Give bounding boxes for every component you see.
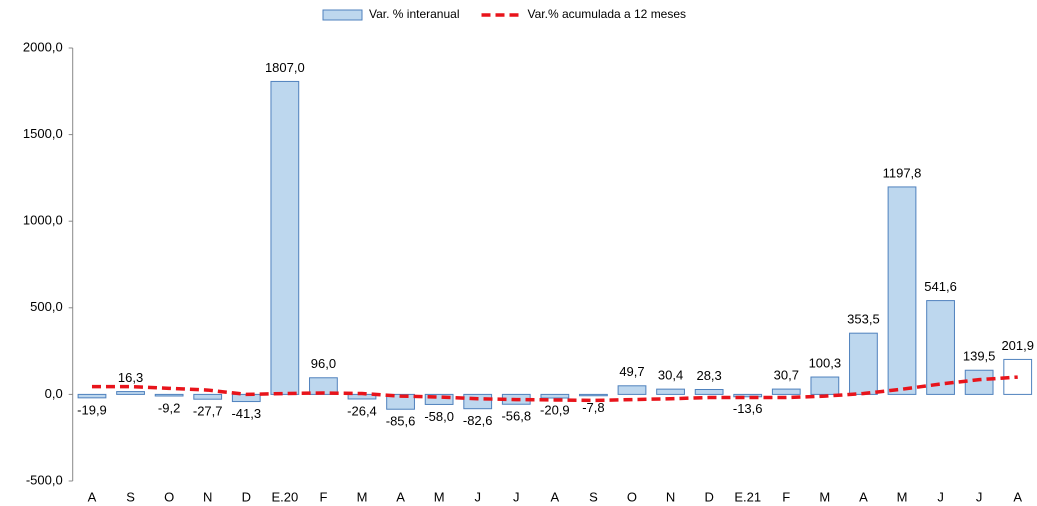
bar [617, 385, 647, 395]
x-tick-label: J [474, 489, 481, 504]
y-tick-label: 2000,0 [23, 39, 63, 54]
value-label: 100,3 [809, 355, 842, 370]
bar [926, 300, 955, 395]
x-tick-label: S [589, 489, 598, 504]
x-tick-label: M [897, 489, 908, 504]
x-tick-label: A [396, 489, 405, 504]
x-tick-label: J [513, 489, 520, 504]
bar [579, 393, 608, 397]
legend-swatch [322, 9, 363, 21]
bar [810, 376, 840, 395]
value-label: 1807,0 [265, 60, 305, 75]
value-label: 30,4 [658, 368, 683, 383]
value-label: -7,8 [582, 400, 604, 415]
x-tick-label: O [164, 489, 174, 504]
value-label: -26,4 [347, 403, 377, 418]
value-label: -41,3 [231, 406, 261, 421]
x-tick-label: A [859, 489, 868, 504]
y-tick-label: 1500,0 [23, 126, 63, 141]
bar [154, 393, 184, 397]
bar [116, 391, 145, 395]
x-tick-label: N [203, 489, 212, 504]
x-tick-label: O [627, 489, 637, 504]
y-tick-label: 1000,0 [23, 213, 63, 228]
value-label: -20,9 [540, 402, 570, 417]
value-label: 96,0 [311, 356, 336, 371]
value-label: 541,6 [924, 279, 957, 294]
value-label: 353,5 [847, 312, 880, 327]
bar [424, 393, 454, 405]
y-tick-label: 500,0 [30, 299, 63, 314]
x-tick-label: D [242, 489, 251, 504]
bar [77, 393, 107, 399]
x-tick-label: S [126, 489, 135, 504]
bar [849, 332, 878, 395]
x-tick-label: F [782, 489, 790, 504]
x-tick-label: E.21 [734, 489, 761, 504]
value-label: -82,6 [463, 413, 493, 428]
y-tick-label: -500,0 [26, 472, 63, 487]
bar [733, 393, 763, 398]
value-label: -58,0 [424, 409, 454, 424]
value-label: -13,6 [733, 401, 763, 416]
value-label: 1197,8 [883, 165, 922, 180]
value-label: -19,9 [77, 402, 107, 417]
value-label: -56,8 [501, 409, 531, 424]
x-tick-label: M [434, 489, 445, 504]
value-label: -85,6 [386, 414, 416, 429]
x-tick-label: F [319, 489, 327, 504]
x-tick-label: D [704, 489, 713, 504]
x-tick-label: A [88, 489, 97, 504]
legend-label: Var. % interanual [369, 7, 460, 21]
x-tick-label: M [819, 489, 830, 504]
bar [463, 393, 493, 410]
x-tick-label: A [551, 489, 560, 504]
x-tick-label: J [976, 489, 983, 504]
value-label: -9,2 [158, 400, 180, 415]
bar [656, 388, 685, 395]
bar [540, 393, 570, 399]
bar [270, 80, 300, 395]
value-label: 49,7 [619, 364, 644, 379]
legend-label: Var.% acumulada a 12 meses [528, 7, 687, 21]
x-tick-label: N [666, 489, 675, 504]
value-label: -27,7 [193, 404, 223, 419]
value-label: 16,3 [118, 370, 143, 385]
bar [964, 369, 994, 395]
y-tick-label: 0,0 [45, 386, 63, 401]
bar [694, 388, 724, 395]
x-tick-label: E.20 [271, 489, 298, 504]
x-tick-label: J [937, 489, 944, 504]
value-label: 201,9 [1001, 338, 1034, 353]
bar [887, 186, 917, 395]
x-tick-label: M [357, 489, 368, 504]
value-label: 139,5 [963, 349, 996, 364]
x-tick-label: A [1013, 489, 1022, 504]
value-label: 30,7 [774, 368, 799, 383]
line [91, 375, 1018, 403]
value-label: 28,3 [696, 368, 721, 383]
bar [193, 393, 223, 400]
bar [771, 388, 801, 395]
